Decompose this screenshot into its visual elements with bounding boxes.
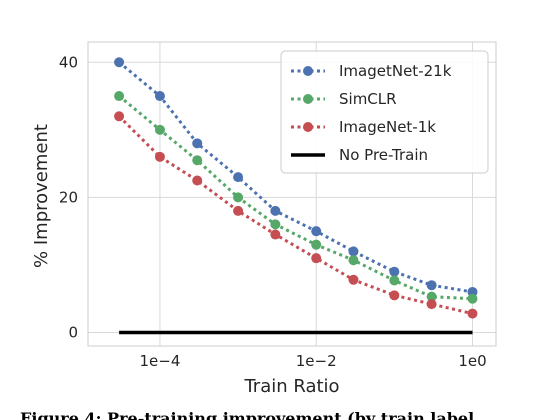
- figure-caption: Figure 4: Pre-training improvement (by t…: [20, 409, 474, 420]
- legend: ImagetNet-21k SimCLR ImageNet-1k No Pre-Tra…: [280, 50, 489, 174]
- data-point: [311, 239, 322, 250]
- data-point: [154, 91, 165, 102]
- data-point: [426, 299, 437, 310]
- legend-item: ImagetNet-21k: [291, 62, 452, 80]
- y-tick-label: 40: [59, 53, 78, 71]
- data-point: [270, 219, 281, 230]
- data-point: [389, 266, 400, 277]
- data-point: [233, 205, 244, 216]
- legend-marker: [303, 94, 313, 104]
- series-group: [114, 57, 478, 335]
- tick-labels: 1e−4 1e−2 1e0 0 20 40: [59, 53, 487, 370]
- legend-item: SimCLR: [291, 90, 397, 108]
- x-tick-label: 1e−2: [296, 352, 337, 370]
- data-point: [389, 290, 400, 301]
- series-simclr: [114, 91, 478, 304]
- x-axis-label: Train Ratio: [243, 376, 339, 397]
- data-point: [192, 138, 203, 149]
- data-point: [192, 155, 203, 166]
- data-point: [114, 111, 125, 122]
- data-point: [426, 280, 437, 291]
- data-point: [192, 175, 203, 186]
- data-point: [311, 226, 322, 237]
- data-point: [114, 57, 125, 68]
- data-point: [233, 172, 244, 183]
- legend-frame: [280, 50, 489, 174]
- series-line: [118, 115, 473, 316]
- data-point: [348, 246, 359, 257]
- legend-item: No Pre-Train: [291, 146, 428, 164]
- plot-frame: [87, 41, 497, 347]
- y-axis-label: % Improvement: [31, 124, 52, 268]
- series-imagenet-1k: [114, 111, 478, 319]
- x-tick-label: 1e0: [458, 352, 486, 370]
- legend-item: ImageNet-1k: [291, 118, 436, 136]
- x-tick-label: 1e−4: [140, 352, 181, 370]
- data-point: [426, 291, 437, 302]
- data-point: [270, 205, 281, 216]
- data-point: [114, 91, 125, 102]
- data-point: [467, 308, 478, 319]
- y-tick-label: 0: [68, 323, 78, 341]
- legend-label: No Pre-Train: [339, 146, 428, 164]
- legend-label: SimCLR: [339, 90, 397, 108]
- legend-marker: [303, 122, 313, 132]
- legend-label: ImagetNet-21k: [339, 62, 452, 80]
- data-point: [348, 274, 359, 285]
- data-point: [154, 151, 165, 162]
- legend-marker: [303, 66, 313, 76]
- data-point: [270, 229, 281, 240]
- data-point: [233, 192, 244, 203]
- data-point: [348, 255, 359, 266]
- data-point: [311, 253, 322, 264]
- data-point: [389, 275, 400, 286]
- data-point: [154, 124, 165, 135]
- series-imagetnet-21k: [114, 57, 478, 297]
- data-point: [467, 293, 478, 304]
- y-tick-label: 20: [59, 188, 78, 206]
- legend-label: ImageNet-1k: [339, 118, 436, 136]
